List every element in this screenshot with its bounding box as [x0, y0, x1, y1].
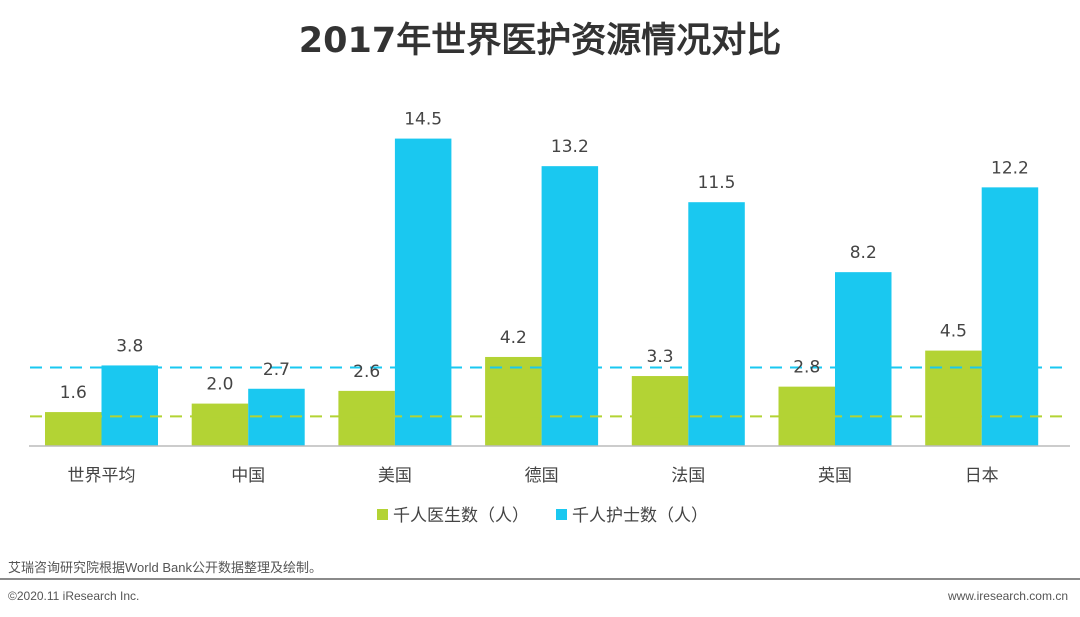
- bar-doctors: [631, 376, 689, 446]
- bar-doctors: [45, 412, 102, 446]
- data-label: 3.3: [647, 347, 674, 367]
- data-label: 14.5: [404, 110, 442, 130]
- footer-divider: [0, 578, 1080, 580]
- data-label: 2.8: [793, 358, 820, 378]
- data-label: 4.2: [500, 328, 527, 348]
- data-label: 2.7: [263, 360, 290, 380]
- data-label: 2.6: [353, 362, 380, 382]
- bar-doctors: [191, 403, 249, 446]
- legend-label: 千人护士数（人）: [572, 506, 708, 526]
- legend-swatch: [377, 509, 388, 520]
- bar-nurses: [394, 138, 452, 446]
- bar-nurses: [688, 202, 745, 446]
- data-label: 4.5: [940, 322, 967, 342]
- data-label: 12.2: [991, 158, 1029, 178]
- x-tick-label: 中国: [231, 466, 265, 486]
- x-tick-label: 法国: [671, 466, 705, 486]
- legend-swatch: [556, 509, 567, 520]
- legend-label: 千人医生数（人）: [393, 506, 529, 526]
- x-tick-label: 世界平均: [68, 466, 136, 486]
- bar-nurses: [248, 388, 305, 446]
- data-label: 2.0: [206, 375, 233, 395]
- website-link[interactable]: www.iresearch.com.cn: [947, 589, 1068, 603]
- copyright: ©2020.11 iResearch Inc.: [8, 589, 140, 603]
- x-tick-label: 英国: [818, 466, 852, 486]
- data-label: 13.2: [551, 137, 589, 157]
- data-label: 8.2: [850, 243, 877, 263]
- bar-nurses: [541, 166, 599, 446]
- bar-doctors: [778, 386, 835, 446]
- x-tick-label: 美国: [378, 466, 412, 486]
- data-label: 11.5: [698, 173, 736, 193]
- source-note: 艾瑞咨询研究院根据World Bank公开数据整理及绘制。: [8, 560, 322, 575]
- data-label: 3.8: [116, 336, 143, 356]
- x-tick-label: 德国: [525, 466, 559, 486]
- bar-doctors: [925, 350, 982, 446]
- chart-title: 2017年世界医护资源情况对比: [298, 21, 782, 61]
- bar-doctors: [338, 390, 395, 446]
- bar-doctors: [485, 356, 542, 446]
- bar-nurses: [981, 187, 1039, 447]
- bar-nurses: [101, 365, 158, 446]
- bar-nurses: [835, 272, 892, 446]
- x-tick-label: 日本: [965, 466, 999, 486]
- data-label: 1.6: [60, 383, 87, 403]
